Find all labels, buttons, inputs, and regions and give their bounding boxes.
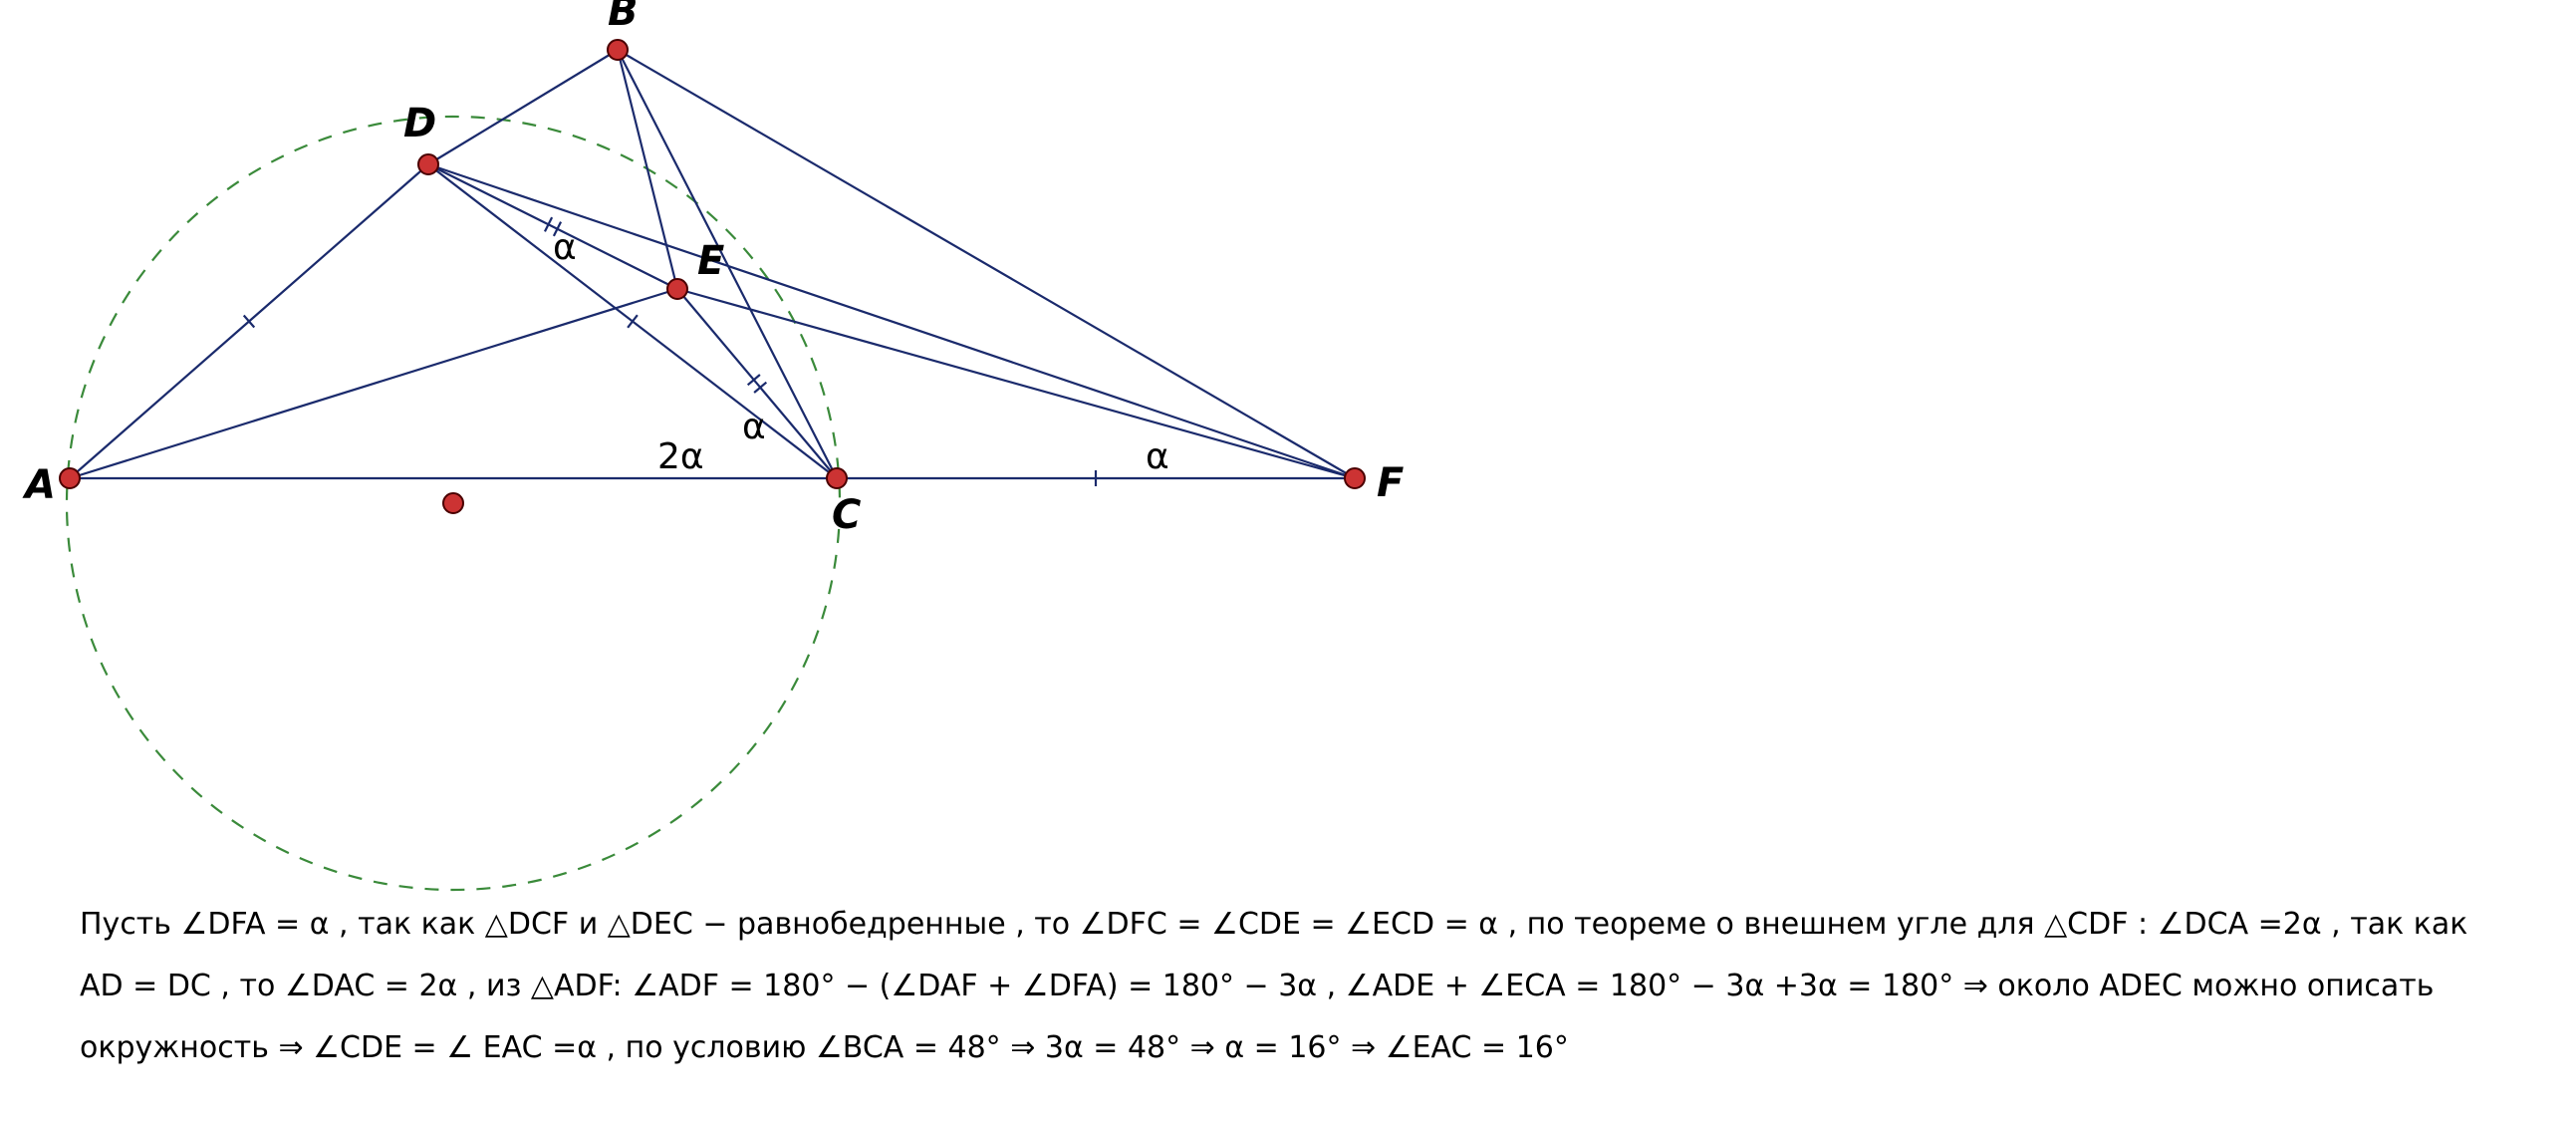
point-E: [667, 279, 687, 299]
label-B: B: [608, 0, 639, 35]
figure-canvas: A B C D E Fα α 2α α Пусть ∠DFA = α , так как △DC…: [0, 0, 2576, 1123]
tick-DC: [628, 315, 638, 328]
proof-line-1: AD = DC , то ∠DAC = 2α , из △ADF: ∠ADF =…: [80, 969, 2434, 1003]
segment-AE: [70, 289, 677, 478]
angle-label-1: α: [742, 407, 766, 447]
point-O: [443, 493, 463, 513]
proof-line-0: Пусть ∠DFA = α , так как △DCF и △DEC − р…: [80, 907, 2467, 942]
point-D: [418, 154, 438, 174]
angle-label-3: α: [1146, 436, 1169, 477]
label-E: E: [697, 238, 724, 284]
segment-BE: [618, 50, 677, 289]
point-A: [60, 468, 80, 488]
proof-line-2: окружность ⇒ ∠CDE = ∠ EAC =α , по услови…: [80, 1030, 1569, 1065]
segment-EF: [677, 289, 1355, 478]
angle-label-0: α: [553, 227, 577, 268]
label-F: F: [1377, 460, 1404, 506]
point-F: [1345, 468, 1365, 488]
label-A: A: [22, 462, 56, 508]
tick-DE: [545, 217, 552, 231]
label-D: D: [403, 101, 436, 146]
point-C: [827, 468, 847, 488]
angle-label-2: 2α: [657, 436, 704, 477]
segment-DF: [428, 164, 1355, 478]
label-C: C: [832, 492, 861, 538]
point-B: [608, 40, 628, 60]
geometry-svg: A B C D E Fα α 2α α: [0, 0, 2576, 1123]
segment-BD: [428, 50, 618, 164]
